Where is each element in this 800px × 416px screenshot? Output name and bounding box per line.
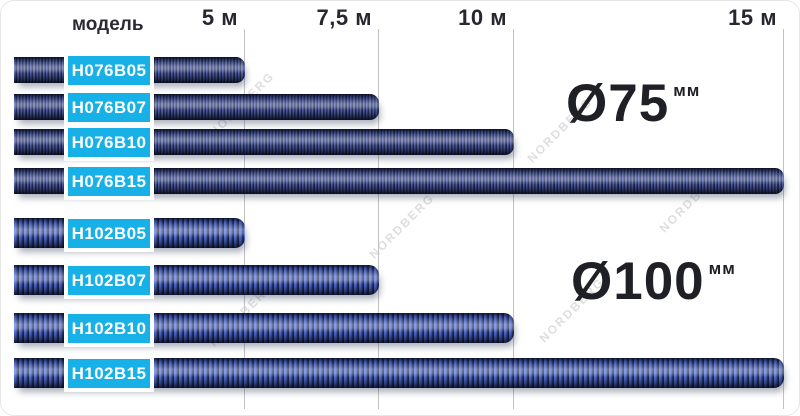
model-badge-h076b05: H076B05 <box>68 56 150 85</box>
tick-label-7-5m: 7,5 м <box>316 5 372 30</box>
model-badge-h102b05: H102B05 <box>68 219 150 248</box>
diameter-value: Ø75 <box>566 74 670 133</box>
gridline-5m <box>244 29 245 409</box>
model-badge-h102b15: H102B15 <box>68 359 150 388</box>
diameter-value: Ø100 <box>571 252 705 311</box>
gridline-15m <box>783 29 784 409</box>
gridline-10m <box>513 29 514 409</box>
diameter-unit: мм <box>673 81 701 100</box>
model-badge-h076b10: H076B10 <box>68 128 150 157</box>
diameter-label-75mm: Ø75 мм <box>566 77 700 130</box>
model-badge-h076b07: H076B07 <box>68 93 150 122</box>
diameter-unit: мм <box>708 259 736 278</box>
model-badge-h076b15: H076B15 <box>68 167 150 196</box>
tick-label-5m: 5 м <box>201 5 238 30</box>
model-badge-h102b10: H102B10 <box>68 314 150 343</box>
tick-label-10m: 10 м <box>458 5 507 30</box>
diameter-label-100mm: Ø100 мм <box>571 255 736 308</box>
tick-label-15m: 15 м <box>728 5 777 30</box>
model-column-header: модель <box>72 14 144 35</box>
model-badge-h102b07: H102B07 <box>68 266 150 295</box>
gridline-7-5m <box>378 29 379 409</box>
